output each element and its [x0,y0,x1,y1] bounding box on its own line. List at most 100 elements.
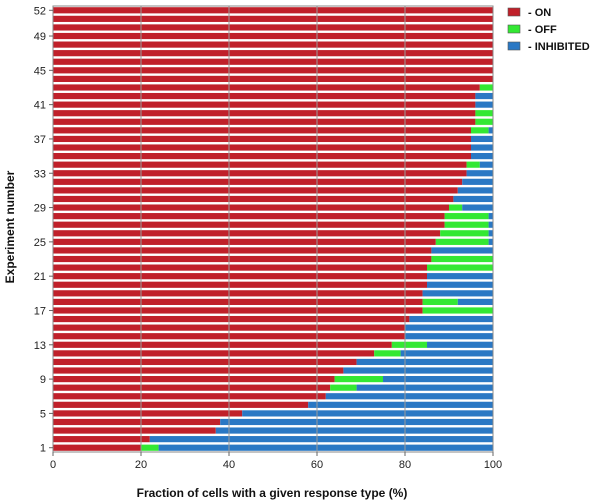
bar-segment [427,264,493,271]
bar-segment [466,170,493,177]
bar-segment [374,350,401,357]
bar-segment [405,333,493,340]
legend-label: - ON [528,7,551,19]
y-tick-label: 52 [34,5,46,17]
bar-segment [53,230,441,237]
bar-segment [53,41,493,48]
bar-segment [53,213,445,220]
bar-segment [356,384,493,391]
y-tick-label: 25 [34,237,46,249]
legend-swatch [507,41,521,51]
bar-segment [391,341,427,348]
bar-segment [53,92,476,100]
bar-segment [53,101,476,108]
bar-segment [462,204,493,211]
bar-segment [53,135,471,143]
bar-segment [53,161,467,168]
bar-segment [53,144,471,151]
bar-segment [444,221,489,228]
bar-segment [488,238,493,245]
bar-segment [400,350,493,357]
bar-segment [53,15,493,22]
bar-segment [53,75,493,82]
bar-segment [53,118,476,125]
bar-segment [53,7,493,14]
bar-segment [444,213,489,220]
y-tick-label: 45 [34,65,46,77]
bar-segment [471,144,493,151]
x-axis-title: Fraction of cells with a given response … [137,486,408,500]
bar-segment [53,255,432,263]
bar-segment [215,427,494,434]
bar-segment [53,410,243,417]
bar-segment [422,307,493,314]
bar-segment [457,187,493,194]
bar-segment [53,58,493,65]
x-tick-label: 60 [311,459,323,471]
bar-segment [435,238,489,245]
bar-segment [471,127,489,134]
bar-segment [431,247,493,254]
bar-segment [479,161,493,168]
legend-swatch [507,24,521,34]
bar-segment [53,195,454,203]
y-tick-label: 33 [34,168,46,180]
legend: - ON - OFF - INHIBITED [507,7,590,53]
bar-segment [53,384,331,391]
bar-segment [53,315,410,323]
bar-segment [479,84,493,91]
bar-segment [53,273,427,280]
bar-segment [475,110,493,117]
x-tick-label: 20 [135,459,147,471]
bar-segment [53,341,392,348]
bar-segment [409,315,493,323]
bar-segment [53,170,467,177]
bar-segment [53,238,436,245]
bar-segment [475,101,493,108]
bar-segment [53,32,493,40]
bar-segment [53,264,427,271]
x-tick-label: 100 [484,459,502,471]
y-tick-label: 17 [34,305,46,317]
bar-segment [343,367,493,374]
bar-segment [53,376,335,383]
bar-segment [471,153,493,160]
y-tick-label: 1 [40,443,46,455]
y-tick-label: 29 [34,203,46,215]
bar-segment [53,221,445,228]
bar-segment [475,92,493,100]
plot-area [52,5,494,453]
bar-segment [457,298,493,305]
bar-segment [53,350,375,357]
bar-segment [53,427,216,434]
bar-segment [53,307,423,314]
bar-segment [383,376,493,383]
bar-segment [308,401,493,408]
y-tick-label: 9 [40,374,46,386]
bar-segment [356,358,493,366]
x-tick-label: 80 [399,459,411,471]
bar-segment [158,444,493,451]
legend-label: - INHIBITED [528,41,590,53]
plot-border [52,5,494,453]
bar-segment [330,384,357,391]
bar-segment [488,230,493,237]
legend-swatch [507,7,521,17]
bar-segment [471,135,493,143]
bar-segment [53,358,357,366]
bar-segment [53,84,480,91]
bar-segment [53,110,476,117]
bar-segment [53,444,141,451]
y-tick-label: 13 [34,340,46,352]
bar-segment [53,401,309,408]
bar-segment [149,436,494,443]
bar-segment [488,221,493,228]
bar-segment [53,281,427,288]
bar-segment [431,255,493,263]
bar-segment [453,195,493,203]
y-tick-label: 37 [34,134,46,146]
legend-label: - OFF [528,24,557,36]
y-tick-label: 41 [34,100,46,112]
y-axis-title: Experiment number [3,170,17,283]
y-tick-label: 21 [34,271,46,283]
